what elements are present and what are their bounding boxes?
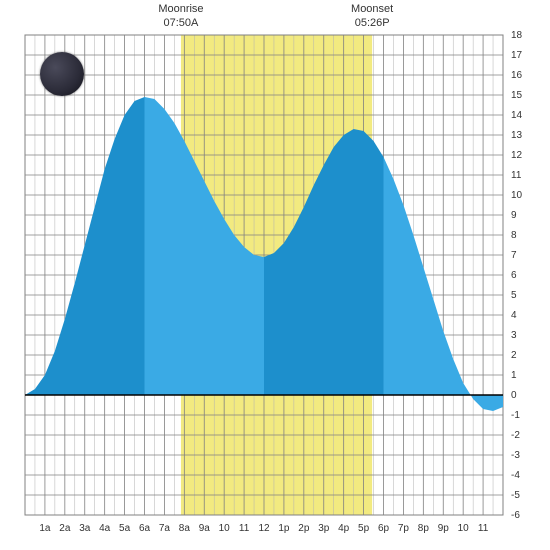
svg-text:-5: -5 bbox=[511, 490, 520, 501]
svg-text:15: 15 bbox=[511, 90, 523, 101]
svg-text:9: 9 bbox=[511, 210, 517, 221]
svg-text:9a: 9a bbox=[199, 523, 211, 534]
svg-text:14: 14 bbox=[511, 110, 523, 121]
svg-text:-2: -2 bbox=[511, 430, 520, 441]
svg-text:11: 11 bbox=[478, 523, 489, 534]
svg-text:4: 4 bbox=[511, 310, 517, 321]
svg-text:1a: 1a bbox=[39, 523, 51, 534]
moonrise-time: 07:50A bbox=[151, 16, 211, 30]
svg-text:11: 11 bbox=[511, 170, 522, 181]
svg-text:8: 8 bbox=[511, 230, 517, 241]
svg-text:-4: -4 bbox=[511, 470, 520, 481]
moonset-title: Moonset bbox=[342, 2, 402, 16]
moon-phase-icon bbox=[40, 52, 84, 96]
svg-text:7: 7 bbox=[511, 250, 517, 261]
svg-text:4a: 4a bbox=[99, 523, 111, 534]
svg-text:-6: -6 bbox=[511, 510, 520, 521]
svg-text:-3: -3 bbox=[511, 450, 520, 461]
svg-text:1: 1 bbox=[511, 370, 517, 381]
moonset-time: 05:26P bbox=[342, 16, 402, 30]
svg-text:3a: 3a bbox=[79, 523, 91, 534]
svg-text:1p: 1p bbox=[278, 523, 290, 534]
moonset-label: Moonset 05:26P bbox=[342, 2, 402, 31]
tide-chart: -6-5-4-3-2-10123456789101112131415161718… bbox=[0, 0, 550, 550]
svg-text:3p: 3p bbox=[318, 523, 330, 534]
svg-text:3: 3 bbox=[511, 330, 517, 341]
svg-text:0: 0 bbox=[511, 390, 517, 401]
svg-text:5: 5 bbox=[511, 290, 517, 301]
svg-text:2a: 2a bbox=[59, 523, 71, 534]
svg-text:18: 18 bbox=[511, 30, 523, 41]
svg-text:2: 2 bbox=[511, 350, 517, 361]
svg-text:12: 12 bbox=[258, 523, 270, 534]
moonrise-label: Moonrise 07:50A bbox=[151, 2, 211, 31]
svg-text:12: 12 bbox=[511, 150, 523, 161]
svg-text:6p: 6p bbox=[378, 523, 390, 534]
svg-text:11: 11 bbox=[239, 523, 250, 534]
svg-text:6: 6 bbox=[511, 270, 517, 281]
svg-text:5p: 5p bbox=[358, 523, 370, 534]
svg-text:10: 10 bbox=[511, 190, 523, 201]
moonrise-title: Moonrise bbox=[151, 2, 211, 16]
svg-text:7a: 7a bbox=[159, 523, 171, 534]
svg-text:7p: 7p bbox=[398, 523, 410, 534]
svg-text:5a: 5a bbox=[119, 523, 131, 534]
svg-text:4p: 4p bbox=[338, 523, 350, 534]
svg-text:16: 16 bbox=[511, 70, 523, 81]
chart-svg: -6-5-4-3-2-10123456789101112131415161718… bbox=[0, 0, 550, 550]
svg-text:17: 17 bbox=[511, 50, 523, 61]
svg-text:8p: 8p bbox=[418, 523, 430, 534]
svg-text:6a: 6a bbox=[139, 523, 151, 534]
svg-text:8a: 8a bbox=[179, 523, 191, 534]
svg-text:10: 10 bbox=[458, 523, 470, 534]
svg-text:-1: -1 bbox=[511, 410, 520, 421]
svg-text:2p: 2p bbox=[298, 523, 310, 534]
svg-text:9p: 9p bbox=[438, 523, 450, 534]
svg-text:13: 13 bbox=[511, 130, 523, 141]
svg-text:10: 10 bbox=[219, 523, 231, 534]
